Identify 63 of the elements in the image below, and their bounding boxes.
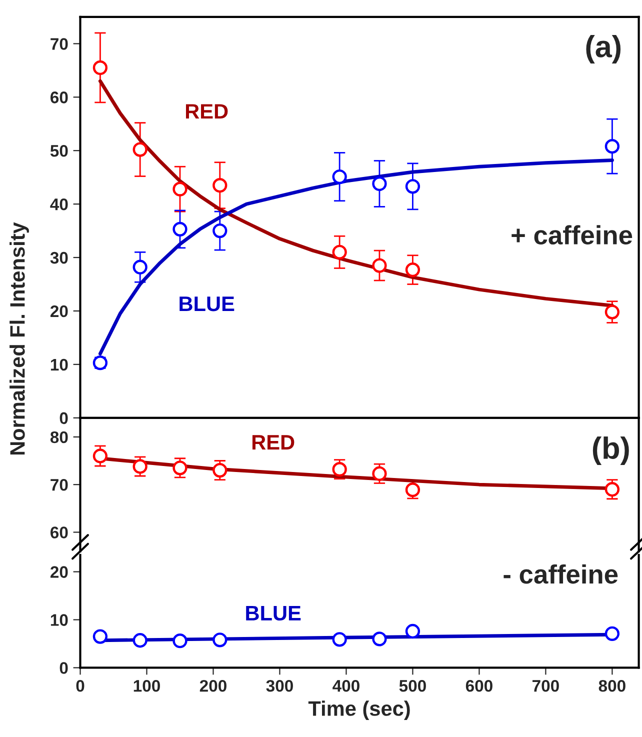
x-tick-label: 800 bbox=[598, 680, 626, 692]
y-tick-label: 0 bbox=[60, 662, 68, 674]
annotation: + caffeine bbox=[512, 225, 632, 245]
x-tick-label: 400 bbox=[332, 680, 360, 692]
y-tick-label: 50 bbox=[50, 144, 68, 157]
point bbox=[604, 304, 620, 320]
annotation: (a) bbox=[586, 34, 621, 64]
point bbox=[132, 633, 148, 648]
point bbox=[92, 629, 108, 644]
y-tick-label: 20 bbox=[50, 305, 68, 318]
x-tick-label: 300 bbox=[266, 680, 293, 692]
y-tick-label: 10 bbox=[50, 614, 68, 626]
point bbox=[212, 462, 228, 478]
point bbox=[372, 466, 387, 481]
y-axis-title: Normalized Fl. Intensity bbox=[10, 222, 29, 455]
point bbox=[172, 182, 188, 196]
point bbox=[372, 632, 387, 646]
point bbox=[332, 244, 347, 260]
x-tick-label: 700 bbox=[532, 680, 559, 692]
point bbox=[604, 138, 620, 154]
point bbox=[604, 482, 620, 497]
point bbox=[372, 176, 387, 192]
x-tick-label: 500 bbox=[399, 680, 426, 692]
annotation: - caffeine bbox=[504, 564, 618, 584]
point bbox=[405, 624, 420, 639]
point bbox=[405, 262, 420, 278]
point bbox=[332, 462, 347, 477]
annotation: (b) bbox=[592, 436, 629, 466]
y-tick-label: 70 bbox=[50, 38, 68, 50]
point bbox=[372, 258, 387, 273]
series-label: BLUE bbox=[180, 296, 234, 312]
point bbox=[212, 223, 228, 238]
point bbox=[172, 222, 188, 236]
point bbox=[332, 632, 347, 647]
y-tick-label: 10 bbox=[50, 358, 68, 371]
x-tick-label: 0 bbox=[76, 680, 84, 692]
y-tick-label: 30 bbox=[50, 252, 68, 264]
x-axis-title: Time (sec) bbox=[308, 700, 410, 720]
y-tick-label: 60 bbox=[50, 92, 68, 104]
point bbox=[132, 260, 148, 274]
point bbox=[132, 142, 148, 157]
text: RED bbox=[186, 104, 228, 119]
y-tick-label: 0 bbox=[60, 412, 68, 424]
point bbox=[212, 632, 228, 648]
point bbox=[92, 60, 108, 76]
series-label: RED bbox=[252, 435, 294, 450]
series-label: BLUE bbox=[246, 606, 301, 621]
point bbox=[212, 178, 228, 193]
point bbox=[604, 626, 620, 641]
y-tick-label: 40 bbox=[50, 198, 68, 210]
y-tick-label: 20 bbox=[50, 566, 68, 578]
y-tick-label: 80 bbox=[50, 431, 68, 444]
point bbox=[92, 448, 108, 464]
point bbox=[132, 459, 148, 474]
x-tick-label: 200 bbox=[200, 680, 226, 692]
y-tick-label: 60 bbox=[50, 526, 68, 538]
point bbox=[405, 179, 420, 194]
point bbox=[172, 460, 188, 476]
point bbox=[332, 169, 347, 184]
y-tick-label: 70 bbox=[50, 478, 68, 491]
x-tick-label: 100 bbox=[134, 680, 160, 692]
point bbox=[172, 634, 188, 648]
x-tick-label: 600 bbox=[466, 680, 492, 692]
